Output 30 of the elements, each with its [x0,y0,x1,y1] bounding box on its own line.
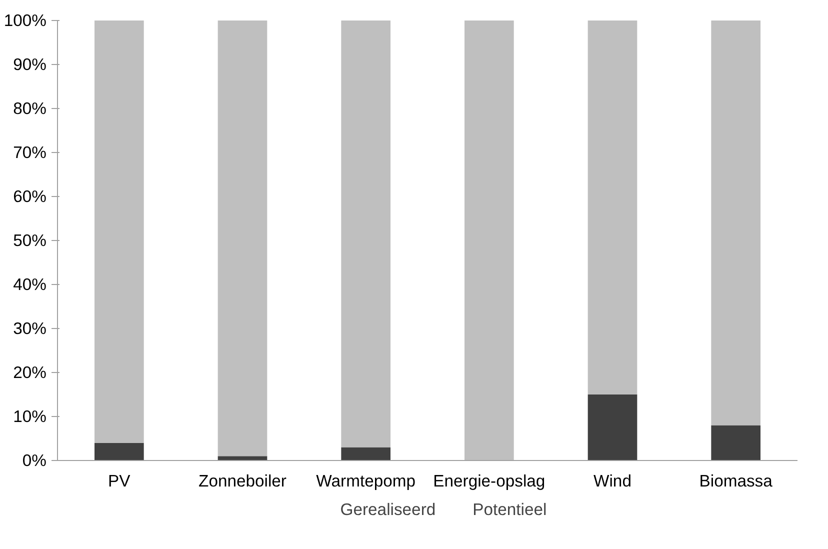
x-tick-label: PV [108,472,132,490]
bar [711,20,760,426]
bar [94,20,144,443]
bar [94,442,144,460]
text: Potentieel [472,500,547,520]
y-tick-label: 40% [13,275,47,294]
y-tick-label: 100% [4,11,47,30]
y-tick-label: 10% [13,407,47,426]
bar [588,20,638,394]
y-tick-label: 30% [13,319,47,338]
x-tick-label: Warmtepomp [316,472,416,490]
y-tick-label: 0% [22,451,47,470]
x-tick-label: Biomassa [699,472,774,490]
y-tick-label: 50% [13,231,47,250]
x-tick-label: Wind [594,472,632,490]
bar [218,20,268,456]
y-tick-label: 90% [13,55,47,74]
bar [341,447,390,460]
y-tick-label: 70% [13,143,47,162]
y-tick-label: 60% [13,187,47,206]
bar [588,394,638,460]
bar [218,456,268,460]
y-tick-label: 80% [13,99,47,118]
text: Gerealiseerd [340,500,436,520]
y-tick-label: 20% [13,363,47,382]
x-tick-label: Zonneboiler [198,472,287,490]
bar [464,20,514,460]
bar [341,20,390,448]
bar [711,425,760,460]
x-tick-label: Energie-opslag [433,472,546,490]
